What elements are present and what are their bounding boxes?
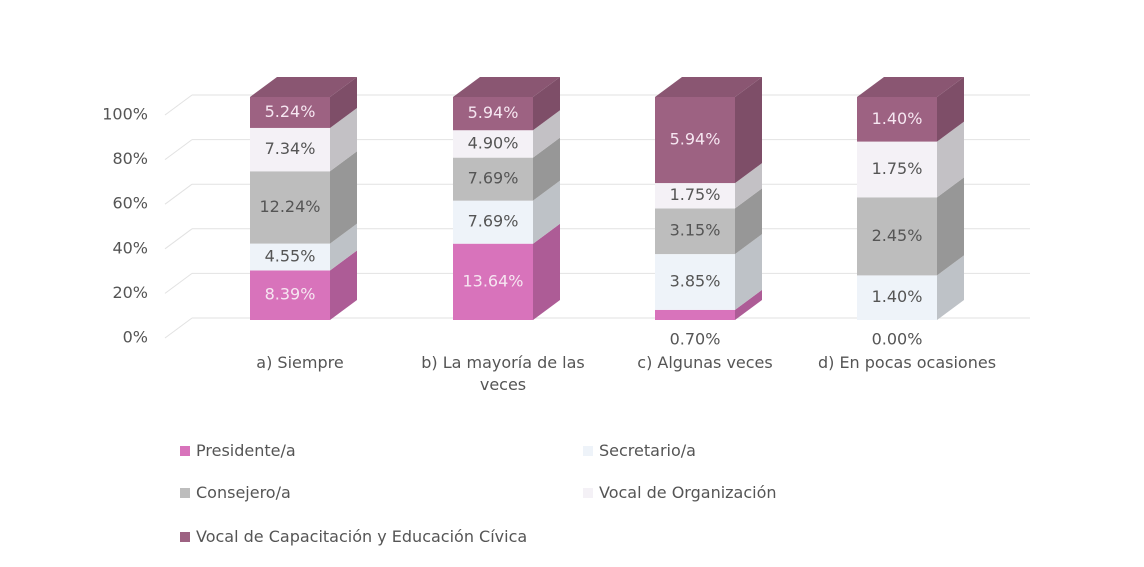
bar-side	[735, 163, 762, 209]
y-tick-label: 80%	[112, 149, 148, 168]
bar-segment	[655, 208, 735, 255]
bar-top	[857, 77, 964, 97]
bar-side	[533, 223, 560, 320]
bar-side	[533, 110, 560, 158]
bar-segment	[857, 197, 937, 276]
y-tick-label: 0%	[123, 328, 148, 347]
bar-segment	[250, 97, 330, 128]
x-tick-label: d) En pocas ocasiones	[817, 353, 997, 372]
data-label: 3.85%	[670, 271, 721, 290]
bar-segment	[250, 171, 330, 244]
data-label: 0.70%	[670, 330, 721, 349]
bar-side	[330, 77, 357, 128]
legend-label: Consejero/a	[196, 483, 291, 502]
legend-item: Presidente/a	[180, 441, 296, 460]
bar-segment	[453, 243, 533, 320]
bar-side	[330, 250, 357, 320]
data-label: 8.39%	[265, 285, 316, 304]
grid-line	[164, 183, 193, 205]
bar-side	[735, 289, 762, 320]
data-label: 1.75%	[670, 185, 721, 204]
legend-swatch	[180, 445, 190, 456]
bar-segment	[857, 97, 937, 142]
bar-side	[937, 121, 964, 198]
data-label: 5.24%	[265, 102, 316, 121]
bar-top	[655, 77, 762, 97]
data-label: 7.69%	[468, 169, 519, 188]
data-label: 7.34%	[265, 139, 316, 158]
data-label: 13.64%	[462, 271, 523, 290]
bar-segment	[655, 309, 735, 320]
bar-side	[533, 77, 560, 131]
data-label: 3.15%	[670, 221, 721, 240]
data-label: 4.55%	[265, 247, 316, 266]
x-tick-label: b) La mayoría de las veces	[421, 353, 585, 394]
bar-side	[735, 188, 762, 255]
legend-item: Secretario/a	[583, 441, 696, 460]
legend-label: Presidente/a	[196, 441, 296, 460]
bar-segment	[250, 243, 330, 271]
bar-segment	[655, 183, 735, 209]
legend-swatch	[583, 445, 593, 456]
y-tick-label: 60%	[112, 194, 148, 213]
data-label: 5.94%	[468, 103, 519, 122]
bar-segment	[453, 157, 533, 201]
data-label: 1.75%	[872, 159, 923, 178]
data-label: 2.45%	[872, 226, 923, 245]
bar-segment	[655, 97, 735, 184]
bar-segment	[453, 130, 533, 158]
legend-label: Vocal de Capacitación y Educación Cívica	[196, 527, 528, 546]
y-tick-label: 40%	[112, 238, 148, 257]
data-label: 1.40%	[872, 287, 923, 306]
bar-side	[735, 77, 762, 184]
grid-line	[164, 228, 193, 250]
bar-segment	[857, 141, 937, 198]
bar-side	[533, 180, 560, 244]
legend-swatch	[583, 487, 593, 498]
x-tick-label: c) Algunas veces	[637, 353, 773, 372]
grid-line	[164, 94, 193, 116]
bar-side	[735, 234, 762, 310]
bar-side	[330, 107, 357, 172]
bar-side	[937, 77, 964, 142]
bar-segment	[250, 127, 330, 172]
data-label: 7.69%	[468, 212, 519, 231]
y-tick-label: 20%	[112, 283, 148, 302]
legend-swatch	[180, 531, 190, 542]
bar-side	[937, 177, 964, 276]
bar-segment	[250, 270, 330, 320]
grid-line	[164, 139, 193, 161]
bar-segment	[857, 275, 937, 320]
bar-side	[330, 151, 357, 244]
legend-label: Secretario/a	[599, 441, 696, 460]
bar-top	[250, 77, 357, 97]
data-label: 5.94%	[670, 130, 721, 149]
legend-item: Consejero/a	[180, 483, 291, 502]
bar-segment	[453, 97, 533, 131]
legend-label: Vocal de Organización	[599, 483, 777, 502]
grid-line	[164, 272, 193, 294]
legend-swatch	[180, 487, 190, 498]
x-tick-label: a) Siempre	[256, 353, 344, 372]
data-label: 4.90%	[468, 133, 519, 152]
legend-item: Vocal de Organización	[583, 483, 777, 502]
bar-top	[453, 77, 560, 97]
bar-segment	[655, 254, 735, 310]
bar-side	[937, 255, 964, 320]
data-label: 12.24%	[259, 197, 320, 216]
grid-line	[164, 317, 193, 339]
data-label: 1.40%	[872, 109, 923, 128]
y-tick-label: 100%	[102, 105, 148, 124]
bar-side	[533, 137, 560, 201]
data-label: 0.00%	[872, 330, 923, 349]
bar-segment	[453, 200, 533, 244]
legend-item: Vocal de Capacitación y Educación Cívica	[180, 527, 527, 546]
bar-side	[330, 223, 357, 271]
